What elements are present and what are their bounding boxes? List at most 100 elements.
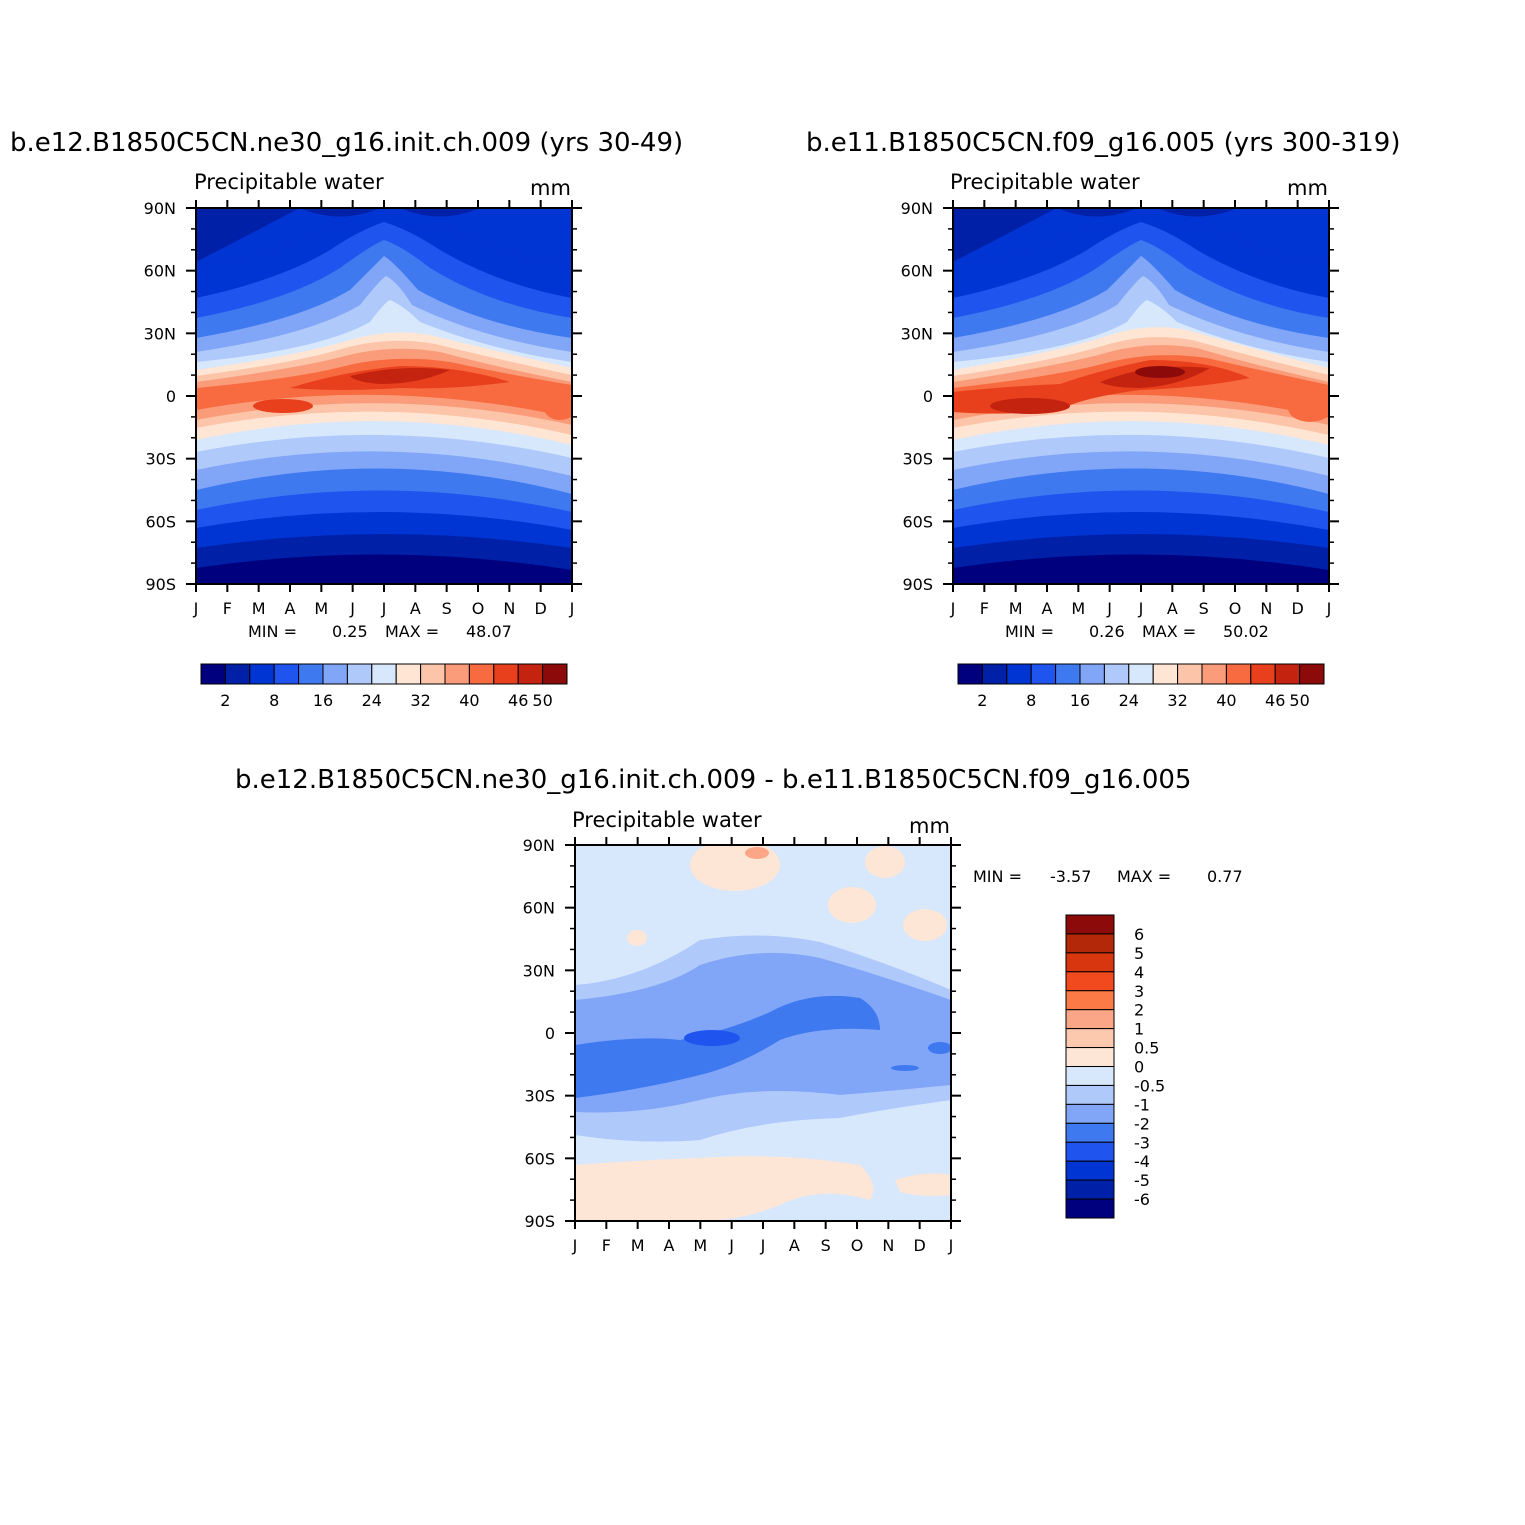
panel-a-x-tick-label: S [442, 599, 452, 618]
panel-a-colorbar-box [273, 663, 300, 685]
panel-b-variable-label: Precipitable water [950, 170, 1140, 194]
panel-c-colorbar-label: 5 [1134, 944, 1144, 963]
panel-b-colorbar-box [1030, 663, 1057, 685]
panel-c-variable-label: Precipitable water [572, 808, 762, 832]
panel-b-colorbar-box [1128, 663, 1154, 685]
panel-a-colorbar-box [493, 663, 519, 685]
panel-c-x-tick-label: O [851, 1236, 864, 1255]
panel-c-ticks [565, 837, 961, 1229]
panel-b-colorbar-label: 40 [1216, 691, 1236, 710]
panel-a-x-tick-label: M [314, 599, 328, 618]
panel-c-colorbar-box [1065, 971, 1115, 992]
panel-c-y-tick-label: 0 [545, 1024, 555, 1043]
panel-b-x-tick-label: D [1292, 599, 1304, 618]
panel-a-y-tick-label: 30S [145, 450, 176, 469]
panel-b-colorbar-box [1299, 663, 1325, 685]
panel-a-min-value: 0.25 [332, 622, 368, 641]
panel-c-colorbar-box [1065, 914, 1115, 935]
panel-c-colorbar-box [1065, 1066, 1115, 1086]
panel-c-y-tick-label: 60S [524, 1149, 555, 1168]
panel-a-x-tick-label: J [569, 599, 575, 618]
panel-b-colorbar-box [1006, 663, 1032, 685]
panel-b-min-label: MIN = [1005, 622, 1054, 641]
panel-a-colorbar-box [224, 663, 251, 685]
panel-b-x-tick-label: S [1199, 599, 1209, 618]
panel-b-x-tick-label: M [1071, 599, 1085, 618]
panel-c-y-tick-label: 90N [523, 836, 555, 855]
panel-b-colorbar-box [1201, 663, 1227, 685]
panel-b-colorbar-box [957, 663, 983, 685]
panel-a-colorbar-label: 50 [532, 691, 552, 710]
panel-c-colorbar-box [1065, 1198, 1115, 1219]
panel-b-colorbar-box [981, 663, 1008, 685]
panel-c-colorbar-box [1065, 1009, 1115, 1030]
panel-a-colorbar-label: 40 [459, 691, 479, 710]
panel-b-colorbar-box [1274, 663, 1301, 685]
panel-b-colorbar: 2 8 16 24 32 40 46 50 [957, 663, 1325, 710]
panel-a-variable-label: Precipitable water [194, 170, 384, 194]
panel-b-x-tick-label: J [1138, 599, 1144, 618]
panel-c-colorbar-label: -1 [1134, 1095, 1150, 1114]
panel-c-colorbar-label: -5 [1134, 1171, 1150, 1190]
panel-c-colorbar-box [1065, 1122, 1115, 1143]
panel-c-colorbar-box [1065, 1103, 1115, 1124]
panel-a-colorbar-box [371, 663, 397, 685]
panel-a-x-tick-label: J [193, 599, 199, 618]
panel-a-colorbar-box [420, 663, 446, 685]
panel-c-x-tick-label: J [760, 1236, 766, 1255]
panel-b-y-tick-label: 60N [901, 262, 933, 281]
panel-c-colorbar-box [1065, 1084, 1115, 1105]
panel-a-field [196, 208, 572, 584]
panel-b-x-tick-label: A [1167, 599, 1178, 618]
panel-c-colorbar-label: -0.5 [1134, 1076, 1165, 1095]
panel-c-y-tick-label: 30N [523, 961, 555, 980]
panel-b-colorbar-box [1177, 663, 1203, 685]
panel-c-colorbar-label: -2 [1134, 1114, 1150, 1133]
panel-c-units-label: mm [909, 814, 950, 838]
panel-a-colorbar-box [395, 663, 422, 685]
panel-b-y-tick-label: 60S [902, 512, 933, 531]
panel-c-colorbar-label: -4 [1134, 1152, 1150, 1171]
panel-c-title: b.e12.B1850C5CN.ne30_g16.init.ch.009 - b… [235, 765, 1192, 795]
panel-c-colorbar-box [1065, 1028, 1115, 1049]
panel-c-colorbar-box [1065, 990, 1115, 1011]
panel-c-x-tick-label: M [631, 1236, 645, 1255]
panel-a-colorbar-box [517, 663, 544, 685]
panel-c-x-tick-label: J [728, 1236, 734, 1255]
panel-b-y-tick-label: 30S [902, 450, 933, 469]
panel-a-max-value: 48.07 [466, 622, 512, 641]
panel-a-colorbar-box [346, 663, 373, 685]
panel-a-colorbar-label: 2 [220, 691, 230, 710]
panel-b-x-tick-label: J [1326, 599, 1332, 618]
panel-b-colorbar-label: 32 [1167, 691, 1187, 710]
panel-c-y-tick-label: 90S [524, 1212, 555, 1231]
panel-a-colorbar-box [200, 663, 226, 685]
panel-a-colorbar-label: 46 [508, 691, 528, 710]
panel-a-colorbar-box [468, 663, 495, 685]
panel-a-x-tick-label: A [285, 599, 296, 618]
panel-a-colorbar-box [322, 663, 348, 685]
panel-a-y-tick-label: 30N [144, 324, 176, 343]
panel-b-colorbar-label: 46 [1265, 691, 1285, 710]
panel-b-x-tick-label: O [1229, 599, 1242, 618]
panel-c-colorbar-box [1065, 1047, 1115, 1067]
panel-b-y-tick-label: 90S [902, 575, 933, 594]
panel-b-colorbar-box [1103, 663, 1130, 685]
panel-a-x-tick-label: A [410, 599, 421, 618]
panel-b-colorbar-label: 16 [1070, 691, 1090, 710]
panel-a-x-tick-label: J [381, 599, 387, 618]
panel-b-units-label: mm [1287, 176, 1328, 200]
panel-c-colorbar-box [1065, 933, 1115, 954]
panel-c-colorbar-label: 0 [1134, 1058, 1144, 1077]
panel-a-x-tick-label: D [535, 599, 547, 618]
panel-a-x-tick-label: N [503, 599, 515, 618]
panel-c-colorbar-box [1065, 952, 1115, 973]
panel-b-y-tick-label: 30N [901, 324, 933, 343]
panel-c-colorbar-label: -6 [1134, 1190, 1150, 1209]
panel-c-colorbar-label: 3 [1134, 982, 1144, 1001]
panel-b-colorbar-box [1079, 663, 1105, 685]
